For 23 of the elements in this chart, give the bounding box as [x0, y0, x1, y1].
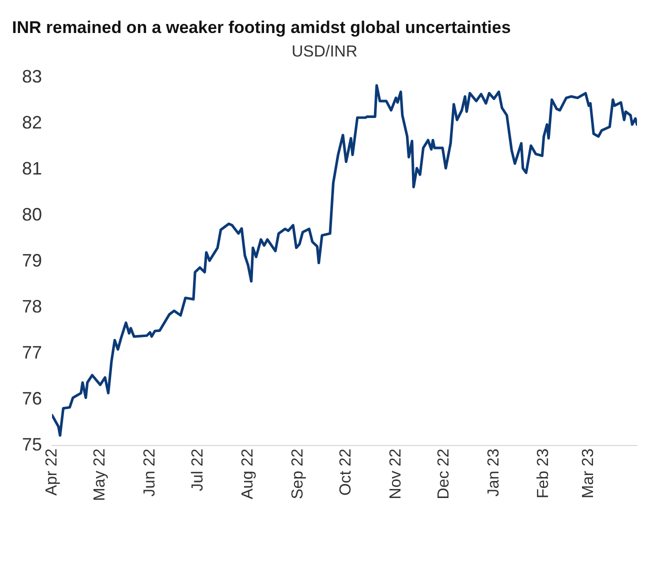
x-tick-label: Oct 22	[338, 448, 355, 496]
x-tick-label: Jul 22	[190, 448, 207, 492]
x-tick-label: Mar 23	[580, 448, 598, 498]
x-tick-label: Nov 22	[387, 448, 404, 500]
y-tick-label: 78	[22, 296, 42, 317]
y-tick-label: 75	[22, 434, 42, 454]
x-tick-label: Sep 22	[289, 448, 306, 500]
y-tick-label: 80	[22, 204, 42, 225]
y-tick-label: 77	[22, 342, 42, 363]
chart-title: INR remained on a weaker footing amidst global uncertainties	[12, 18, 511, 37]
chart-subtitle: USD/INR	[292, 43, 358, 60]
y-tick-label: 82	[22, 112, 42, 133]
x-tick-label: Jan 23	[485, 448, 502, 497]
y-tick-label: 81	[22, 158, 42, 179]
y-tick-label: 83	[22, 66, 42, 87]
x-tick-label: Feb 23	[535, 448, 552, 498]
x-tick-label: May 22	[92, 448, 109, 501]
x-tick-label: Aug 22	[239, 448, 256, 500]
x-tick-label: Apr 22	[43, 448, 60, 496]
y-tick-label: 76	[22, 388, 42, 409]
y-tick-label: 79	[22, 250, 42, 271]
x-tick-label: Dec 22	[436, 448, 453, 500]
x-tick-label: Jun 22	[141, 448, 158, 497]
